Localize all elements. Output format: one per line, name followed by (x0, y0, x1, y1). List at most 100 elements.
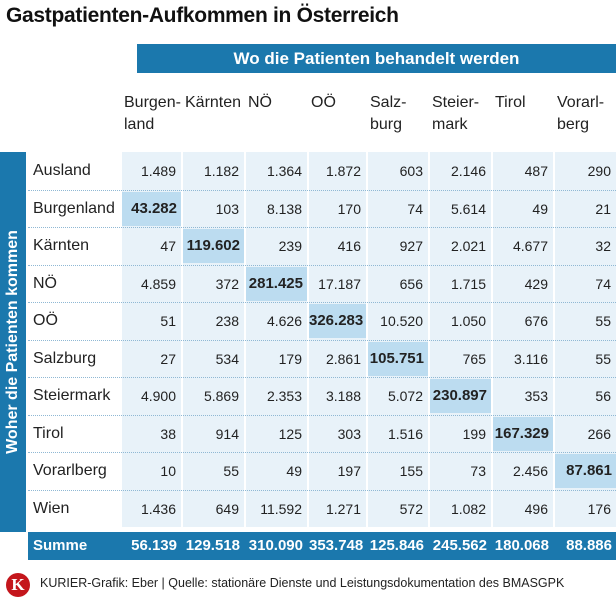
table-cell: 372 (215, 276, 239, 292)
table-cell: 74 (407, 201, 423, 217)
table-cell: 353 (524, 388, 548, 404)
table-cell: 197 (337, 463, 361, 479)
table-cell: 17.187 (318, 276, 361, 292)
diagonal-cell: 281.425 (246, 267, 307, 301)
table-cell: 4.626 (266, 313, 302, 329)
table-cell: 1.050 (450, 313, 486, 329)
table-cell: 572 (399, 501, 423, 517)
row-divider (28, 302, 616, 303)
table-cell: 2.021 (450, 238, 486, 254)
table-cell: 1.516 (387, 426, 423, 442)
table-cell: 1.082 (450, 501, 486, 517)
table-cell: 927 (399, 238, 423, 254)
diagonal-cell: 167.329 (493, 417, 553, 451)
column-header: Vorarl-berg (557, 92, 604, 136)
table-cell: 238 (215, 313, 239, 329)
table-cell: 1.872 (325, 163, 361, 179)
table-cell: 496 (524, 501, 548, 517)
table-cell: 534 (215, 351, 239, 367)
row-label: Burgenland (33, 200, 115, 217)
diagonal-cell: 43.282 (122, 192, 181, 226)
sum-label: Summe (33, 537, 88, 554)
row-label: OÖ (33, 312, 58, 329)
row-header-banner: Woher die Patienten kommen (0, 152, 26, 532)
column-header: Steier-mark (432, 92, 479, 136)
chart-title: Gastpatienten-Aufkommen in Österreich (6, 4, 399, 27)
column-header-banner: Wo die Patienten behandelt werden (137, 44, 616, 73)
sum-cell: 353.748 (309, 537, 364, 554)
table-cell: 1.364 (266, 163, 302, 179)
table-cell: 2.456 (512, 463, 548, 479)
column-header: Kärnten (185, 92, 241, 114)
table-cell: 8.138 (266, 201, 302, 217)
table-cell: 11.592 (260, 501, 302, 517)
table-cell: 4.900 (140, 388, 176, 404)
sum-row-bar (28, 532, 616, 560)
table-cell: 429 (524, 276, 548, 292)
table-cell: 416 (337, 238, 361, 254)
table-cell: 155 (399, 463, 423, 479)
table-cell: 239 (278, 238, 302, 254)
table-cell: 179 (278, 351, 302, 367)
row-label: Vorarlberg (33, 462, 107, 479)
sum-cell: 125.846 (369, 537, 424, 554)
column-header: OÖ (311, 92, 336, 114)
column-tint (368, 152, 428, 527)
column-header-line: NÖ (248, 94, 272, 111)
table-cell: 487 (524, 163, 548, 179)
table-cell: 176 (587, 501, 611, 517)
column-header-line: Steier- (432, 94, 480, 111)
table-cell: 765 (462, 351, 486, 367)
table-cell: 1.715 (450, 276, 486, 292)
column-header-line: mark (432, 116, 468, 133)
table-cell: 47 (160, 238, 176, 254)
sum-cell: 88.886 (566, 537, 612, 554)
table-cell: 4.859 (140, 276, 176, 292)
row-label: Salzburg (33, 350, 97, 367)
table-cell: 38 (160, 426, 176, 442)
table-cell: 49 (286, 463, 302, 479)
column-header-line: Salz- (370, 94, 407, 111)
column-tint (309, 152, 366, 527)
table-cell: 2.861 (325, 351, 361, 367)
table-cell: 10.520 (380, 313, 423, 329)
table-cell: 170 (337, 201, 361, 217)
table-cell: 103 (215, 201, 239, 217)
column-header-line: Burgen- (124, 94, 181, 111)
row-divider (28, 452, 616, 453)
column-tint (246, 152, 307, 527)
sum-cell: 129.518 (185, 537, 240, 554)
sum-cell: 56.139 (131, 537, 177, 554)
row-label: Ausland (33, 162, 91, 179)
source-note: KURIER-Grafik: Eber | Quelle: stationäre… (40, 576, 565, 590)
table-cell: 3.188 (325, 388, 361, 404)
table-cell: 49 (532, 201, 548, 217)
kurier-logo: K (6, 573, 30, 597)
table-cell: 5.614 (450, 201, 486, 217)
table-cell: 51 (160, 313, 176, 329)
column-header-line: berg (557, 116, 590, 133)
column-header: NÖ (248, 92, 272, 114)
table-cell: 125 (278, 426, 302, 442)
row-divider (28, 340, 616, 341)
row-divider (28, 490, 616, 491)
table-cell: 5.072 (387, 388, 423, 404)
row-label: Tirol (33, 425, 64, 442)
column-tint (493, 152, 553, 527)
table-cell: 32 (595, 238, 611, 254)
diagonal-cell: 326.283 (309, 304, 366, 338)
table-cell: 303 (337, 426, 361, 442)
table-cell: 5.869 (203, 388, 239, 404)
column-header: Tirol (495, 92, 526, 114)
row-divider (28, 377, 616, 378)
table-cell: 10 (160, 463, 176, 479)
column-header-line: burg (370, 116, 403, 133)
column-header-line: Tirol (495, 94, 526, 111)
table-cell: 649 (215, 501, 239, 517)
row-divider (28, 190, 616, 191)
table-cell: 1.489 (140, 163, 176, 179)
diagonal-cell: 105.751 (368, 342, 428, 376)
column-header-line: Kärnten (185, 94, 242, 111)
diagonal-cell: 87.861 (555, 454, 616, 488)
sum-cell: 245.562 (432, 537, 487, 554)
